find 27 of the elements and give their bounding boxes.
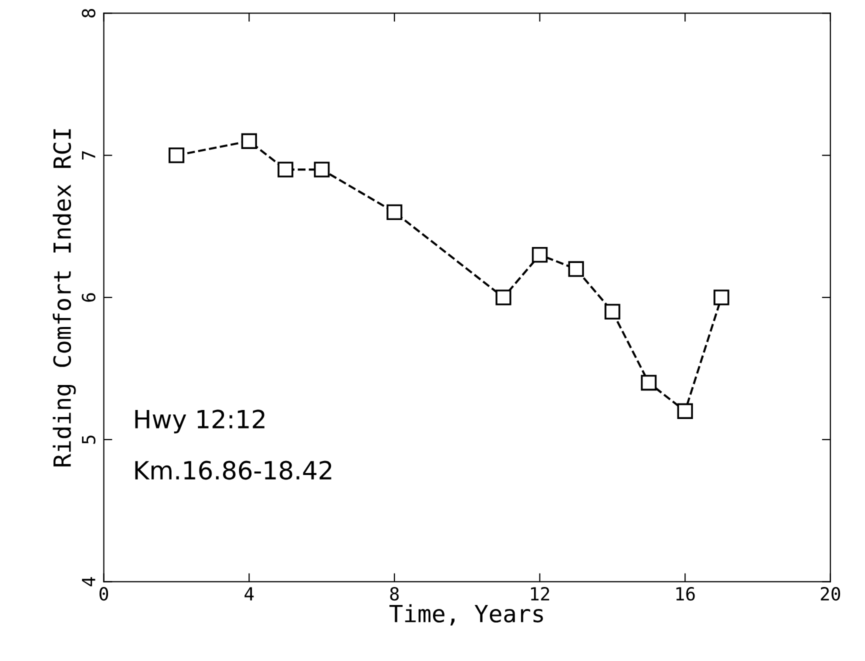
point <box>568 261 584 277</box>
y-axis-title: Riding Comfort Index RCI <box>52 129 76 466</box>
x-tick-label: 0 <box>100 586 108 601</box>
point <box>640 374 657 391</box>
y-tick-label: 4 <box>82 577 96 586</box>
x-tick-label: 20 <box>820 586 840 601</box>
point <box>241 133 257 149</box>
annotation: Km.16.86-18.42 <box>135 460 332 480</box>
y-tick-label: 6 <box>82 293 96 302</box>
point <box>278 162 294 178</box>
point <box>496 290 512 306</box>
point <box>168 147 184 164</box>
x-axis-title: Time, Years <box>389 604 543 626</box>
point <box>714 290 730 306</box>
point <box>604 304 620 320</box>
y-tick-label: 7 <box>82 151 96 160</box>
y-tick-label: 8 <box>82 8 96 18</box>
annotation: Hwy 12:12 <box>135 410 264 434</box>
x-tick-label: 4 <box>244 587 254 600</box>
y-tick-label: 5 <box>82 436 96 444</box>
x-tick-label: 12 <box>531 586 550 600</box>
x-tick-label: 8 <box>390 586 399 601</box>
point <box>532 246 548 263</box>
point <box>386 204 402 220</box>
point <box>677 403 693 419</box>
x-tick-label: 16 <box>676 586 695 601</box>
point <box>314 162 330 178</box>
